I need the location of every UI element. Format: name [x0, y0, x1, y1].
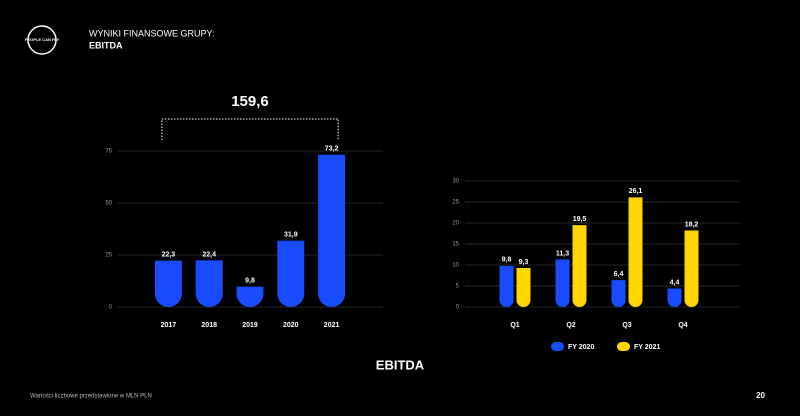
bar	[277, 240, 305, 307]
value-label: 22,4	[202, 251, 216, 258]
x-tick-label: 2017	[161, 322, 177, 329]
y-tick-label: 0	[109, 305, 113, 311]
bar	[611, 280, 626, 307]
x-tick-label: Q2	[566, 322, 575, 329]
value-label: 9,3	[519, 259, 529, 266]
legend-label: FY 2020	[568, 344, 594, 351]
bracket	[161, 118, 339, 140]
x-tick-label: Q4	[678, 322, 687, 329]
bar	[499, 265, 514, 307]
legend-swatch	[617, 342, 630, 351]
value-label: 73,2	[325, 146, 339, 153]
y-tick-label: 20	[452, 221, 459, 227]
x-tick-label: 2020	[283, 322, 299, 329]
value-label: 9,8	[245, 277, 255, 284]
y-tick-label: 30	[452, 179, 459, 185]
bar	[318, 154, 346, 307]
caption: EBITDA	[376, 357, 425, 372]
legend-swatch	[551, 342, 564, 351]
value-label: 19,5	[573, 216, 587, 223]
y-tick-label: 15	[452, 242, 459, 248]
value-label: 26,1	[629, 188, 643, 195]
x-tick-label: 2018	[201, 322, 217, 329]
bar	[516, 267, 531, 307]
annotation: 159,6	[231, 93, 269, 110]
bar	[236, 286, 264, 307]
value-label: 18,2	[685, 221, 699, 228]
value-label: 4,4	[670, 279, 680, 286]
y-tick-label: 5	[456, 284, 460, 290]
bar	[555, 259, 570, 307]
value-label: 9,8	[502, 257, 512, 264]
logo: PEOPLE CAN FLY	[25, 37, 60, 42]
bar	[572, 225, 587, 307]
y-tick-label: 75	[105, 149, 112, 155]
logo-ring	[27, 25, 57, 55]
x-tick-label: 2019	[242, 322, 258, 329]
value-label: 11,3	[556, 250, 569, 257]
legend-label: FY 2021	[634, 344, 660, 351]
x-tick-label: Q1	[510, 322, 519, 329]
y-tick-label: 10	[452, 263, 459, 269]
x-tick-label: Q3	[622, 322, 631, 329]
page-number: 20	[756, 391, 765, 400]
bar	[628, 197, 643, 307]
note: Wartości liczbowe przedstawione w MLN PL…	[30, 394, 152, 400]
value-label: 22,3	[162, 251, 176, 258]
value-label: 31,9	[284, 231, 298, 238]
x-tick-label: 2021	[324, 322, 340, 329]
subtitle: EBITDA	[89, 40, 123, 50]
bar	[684, 230, 699, 307]
title: WYNIKI FINANSOWE GRUPY:	[89, 28, 215, 38]
bar	[195, 260, 223, 307]
y-tick-label: 50	[105, 201, 112, 207]
bar	[154, 260, 182, 307]
y-tick-label: 25	[105, 253, 112, 259]
value-label: 6,4	[614, 271, 624, 278]
y-tick-label: 0	[456, 305, 460, 311]
bar	[667, 288, 682, 307]
y-tick-label: 25	[452, 200, 459, 206]
